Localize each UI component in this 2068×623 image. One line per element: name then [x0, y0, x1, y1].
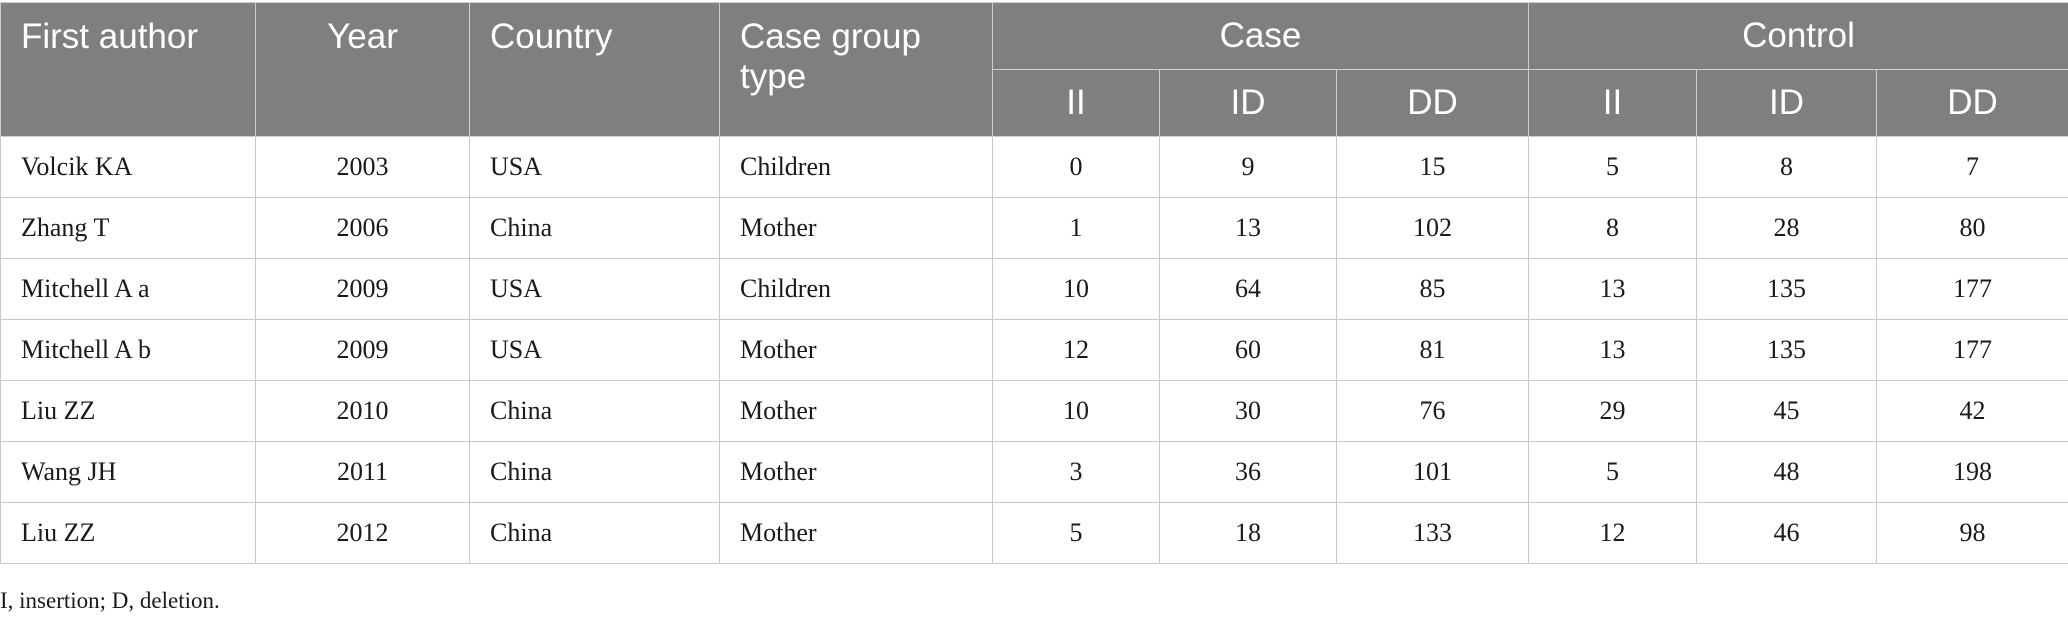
- header-case-dd: DD: [1336, 69, 1529, 137]
- cell-case-dd: 81: [1336, 319, 1529, 381]
- study-table: First author Year Country Case group typ…: [0, 2, 2068, 564]
- cell-case-ii: 0: [992, 136, 1160, 198]
- cell-year: 2006: [255, 197, 470, 259]
- cell-case-id: 13: [1159, 197, 1337, 259]
- cell-country: China: [469, 502, 720, 564]
- cell-control-ii: 12: [1528, 502, 1697, 564]
- cell-year: 2010: [255, 380, 470, 442]
- cell-case-id: 9: [1159, 136, 1337, 198]
- cell-control-ii: 13: [1528, 258, 1697, 320]
- cell-control-dd: 198: [1875, 441, 2068, 503]
- header-first-author: First author: [0, 2, 256, 137]
- cell-case-ii: 3: [992, 441, 1160, 503]
- header-country: Country: [469, 2, 720, 137]
- header-row-1: First author Year Country Case group typ…: [0, 2, 2068, 137]
- cell-type: Mother: [719, 319, 993, 381]
- cell-case-ii: 5: [992, 502, 1160, 564]
- cell-case-ii: 1: [992, 197, 1160, 259]
- cell-country: USA: [469, 136, 720, 198]
- cell-type: Mother: [719, 441, 993, 503]
- cell-case-id: 18: [1159, 502, 1337, 564]
- cell-case-ii: 10: [992, 380, 1160, 442]
- cell-control-ii: 13: [1528, 319, 1697, 381]
- header-case-ii: II: [992, 69, 1160, 137]
- cell-case-dd: 85: [1336, 258, 1529, 320]
- cell-control-id: 46: [1696, 502, 1877, 564]
- header-control: Control: [1527, 2, 2068, 70]
- cell-control-dd: 42: [1875, 380, 2068, 442]
- cell-country: USA: [469, 258, 720, 320]
- table-row: Liu ZZ 2012 China Mother 5 18 133 12 46 …: [0, 502, 2068, 564]
- cell-case-ii: 10: [992, 258, 1160, 320]
- cell-control-dd: 98: [1875, 502, 2068, 564]
- cell-author: Liu ZZ: [0, 380, 256, 442]
- header-control-dd: DD: [1875, 69, 2068, 137]
- header-case-group-type: Case group type: [719, 2, 993, 137]
- table-row: Mitchell A a 2009 USA Children 10 64 85 …: [0, 258, 2068, 320]
- cell-type: Children: [719, 258, 993, 320]
- cell-control-dd: 7: [1875, 136, 2068, 198]
- cell-country: China: [469, 380, 720, 442]
- cell-control-ii: 5: [1528, 441, 1697, 503]
- cell-author: Volcik KA: [0, 136, 256, 198]
- cell-type: Mother: [719, 197, 993, 259]
- cell-control-ii: 8: [1528, 197, 1697, 259]
- table-row: Wang JH 2011 China Mother 3 36 101 5 48 …: [0, 441, 2068, 503]
- cell-control-dd: 177: [1875, 319, 2068, 381]
- header-control-id: ID: [1696, 69, 1877, 137]
- table-footnote: I, insertion; D, deletion.: [0, 588, 220, 613]
- cell-control-id: 45: [1696, 380, 1877, 442]
- cell-case-id: 64: [1159, 258, 1337, 320]
- header-case-id: ID: [1159, 69, 1337, 137]
- cell-type: Children: [719, 136, 993, 198]
- cell-type: Mother: [719, 502, 993, 564]
- table-row: Mitchell A b 2009 USA Mother 12 60 81 13…: [0, 319, 2068, 381]
- cell-author: Wang JH: [0, 441, 256, 503]
- cell-case-id: 60: [1159, 319, 1337, 381]
- cell-country: USA: [469, 319, 720, 381]
- cell-author: Mitchell A a: [0, 258, 256, 320]
- table-row: Zhang T 2006 China Mother 1 13 102 8 28 …: [0, 197, 2068, 259]
- header-year: Year: [255, 2, 470, 137]
- header-control-ii: II: [1528, 69, 1697, 137]
- table-row: Liu ZZ 2010 China Mother 10 30 76 29 45 …: [0, 380, 2068, 442]
- cell-control-id: 28: [1696, 197, 1877, 259]
- cell-country: China: [469, 441, 720, 503]
- cell-control-dd: 177: [1875, 258, 2068, 320]
- cell-author: Liu ZZ: [0, 502, 256, 564]
- header-case: Case: [992, 2, 1529, 70]
- cell-case-id: 36: [1159, 441, 1337, 503]
- cell-control-ii: 5: [1528, 136, 1697, 198]
- cell-case-dd: 15: [1336, 136, 1529, 198]
- cell-control-id: 8: [1696, 136, 1877, 198]
- cell-author: Mitchell A b: [0, 319, 256, 381]
- cell-control-ii: 29: [1528, 380, 1697, 442]
- cell-control-dd: 80: [1875, 197, 2068, 259]
- cell-year: 2009: [255, 319, 470, 381]
- cell-control-id: 48: [1696, 441, 1877, 503]
- cell-type: Mother: [719, 380, 993, 442]
- cell-case-dd: 76: [1336, 380, 1529, 442]
- cell-case-dd: 101: [1336, 441, 1529, 503]
- cell-year: 2012: [255, 502, 470, 564]
- cell-author: Zhang T: [0, 197, 256, 259]
- cell-year: 2003: [255, 136, 470, 198]
- cell-case-id: 30: [1159, 380, 1337, 442]
- table-row: Volcik KA 2003 USA Children 0 9 15 5 8 7: [0, 136, 2068, 198]
- cell-case-ii: 12: [992, 319, 1160, 381]
- cell-year: 2009: [255, 258, 470, 320]
- cell-case-dd: 102: [1336, 197, 1529, 259]
- cell-control-id: 135: [1696, 258, 1877, 320]
- cell-case-dd: 133: [1336, 502, 1529, 564]
- header-row-2: II ID DD II ID DD: [1, 69, 2068, 137]
- cell-year: 2011: [255, 441, 470, 503]
- cell-country: China: [469, 197, 720, 259]
- cell-control-id: 135: [1696, 319, 1877, 381]
